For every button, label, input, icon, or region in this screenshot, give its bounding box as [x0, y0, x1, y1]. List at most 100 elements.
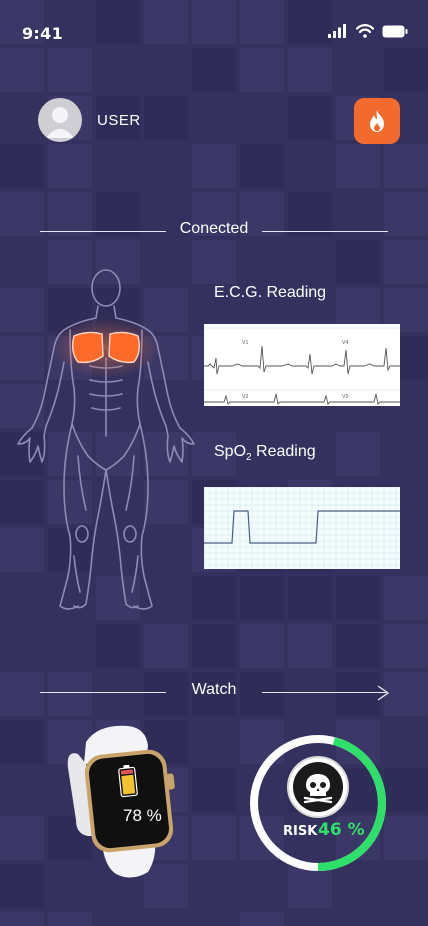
svg-text:V4: V4 — [342, 340, 349, 346]
battery-icon — [382, 25, 408, 37]
background-tile — [144, 864, 188, 908]
smartwatch[interactable] — [58, 724, 186, 880]
background-tile — [240, 0, 284, 44]
background-tile — [0, 336, 44, 380]
background-tile — [192, 0, 236, 44]
background-tile — [96, 576, 140, 620]
background-tile — [0, 672, 44, 716]
background-tile — [288, 192, 332, 236]
background-tile — [0, 432, 44, 476]
divider-line-right — [262, 692, 386, 693]
background-tile — [144, 624, 188, 668]
background-tile — [192, 48, 236, 92]
background-tile — [0, 720, 44, 764]
ecg-chart: V1 V4 V2 V5 — [204, 324, 400, 406]
background-tile — [192, 192, 236, 236]
divider-line-left — [40, 692, 166, 693]
background-tile — [0, 0, 44, 44]
skull-icon — [303, 774, 333, 804]
arrow-right-icon[interactable] — [374, 685, 390, 701]
background-tile — [384, 672, 428, 716]
background-tile — [48, 672, 92, 716]
background-tile — [336, 432, 380, 476]
spo2-title-main: SpO — [214, 443, 247, 460]
background-tile — [0, 816, 44, 860]
background-tile — [192, 144, 236, 188]
background-tile — [144, 432, 188, 476]
background-tile — [336, 624, 380, 668]
signal-icon — [328, 24, 346, 38]
background-tile — [144, 288, 188, 332]
spo2-chart — [204, 487, 400, 569]
background-tile — [192, 624, 236, 668]
background-tile — [336, 240, 380, 284]
fire-icon — [370, 110, 384, 132]
header: USER — [0, 92, 428, 152]
background-tile — [336, 576, 380, 620]
background-tile — [384, 816, 428, 860]
background-tile — [48, 48, 92, 92]
background-tile — [192, 576, 236, 620]
background-tile — [48, 144, 92, 188]
background-tile — [336, 144, 380, 188]
background-tile — [144, 672, 188, 716]
body-figure — [17, 269, 195, 610]
background-tile — [384, 576, 428, 620]
background-tile — [288, 864, 332, 908]
user-name[interactable]: USER — [97, 112, 141, 129]
background-tile — [288, 0, 332, 44]
background-tile — [0, 192, 44, 236]
background-tile — [240, 912, 284, 926]
user-icon — [46, 107, 74, 138]
status-time: 9:41 — [22, 24, 63, 43]
background-tile — [384, 624, 428, 668]
spo2-title-rest: Reading — [251, 443, 316, 460]
skull-icon-wrap — [293, 762, 343, 812]
background-tile — [96, 192, 140, 236]
svg-text:V1: V1 — [242, 340, 249, 346]
background-tile — [48, 432, 92, 476]
background-tile — [240, 576, 284, 620]
watch-battery-text: 78 % — [123, 806, 162, 825]
risk-ring — [250, 735, 386, 871]
risk-skull — [287, 756, 349, 818]
divider-line-right — [262, 231, 388, 232]
background-tile — [192, 432, 236, 476]
background-tile — [384, 192, 428, 236]
background-tile — [0, 144, 44, 188]
background-tile — [192, 672, 236, 716]
status-icons — [328, 24, 408, 38]
background-tile — [384, 144, 428, 188]
status-bar: 9:41 — [0, 0, 428, 60]
svg-text:V5: V5 — [342, 394, 349, 400]
background-tile — [240, 48, 284, 92]
background-tile — [192, 768, 236, 812]
watch-battery-icon — [118, 764, 138, 798]
spo2-title-sub: 2 — [246, 452, 252, 464]
background-tile — [288, 576, 332, 620]
background-tile — [96, 240, 140, 284]
background-tile — [96, 624, 140, 668]
background-tile — [384, 768, 428, 812]
background-tile — [96, 0, 140, 44]
avatar[interactable] — [38, 98, 82, 142]
background-tile — [0, 912, 44, 926]
background-tile — [0, 864, 44, 908]
background-tile — [336, 672, 380, 716]
background-tile — [288, 96, 332, 140]
background-tile — [192, 816, 236, 860]
background-tile — [384, 48, 428, 92]
background-tile — [0, 528, 44, 572]
connection-divider: Conected — [0, 220, 428, 244]
svg-text:V2: V2 — [242, 394, 249, 400]
divider-line-left — [40, 231, 166, 232]
fire-button[interactable] — [354, 98, 400, 144]
background-tile — [48, 912, 92, 926]
risk-label: RISK — [283, 824, 318, 839]
background-tile — [144, 96, 188, 140]
background-tile — [288, 624, 332, 668]
background-tile — [0, 480, 44, 524]
background-tile — [240, 672, 284, 716]
watch-label: Watch — [191, 681, 237, 698]
connection-label: Conected — [179, 220, 249, 237]
